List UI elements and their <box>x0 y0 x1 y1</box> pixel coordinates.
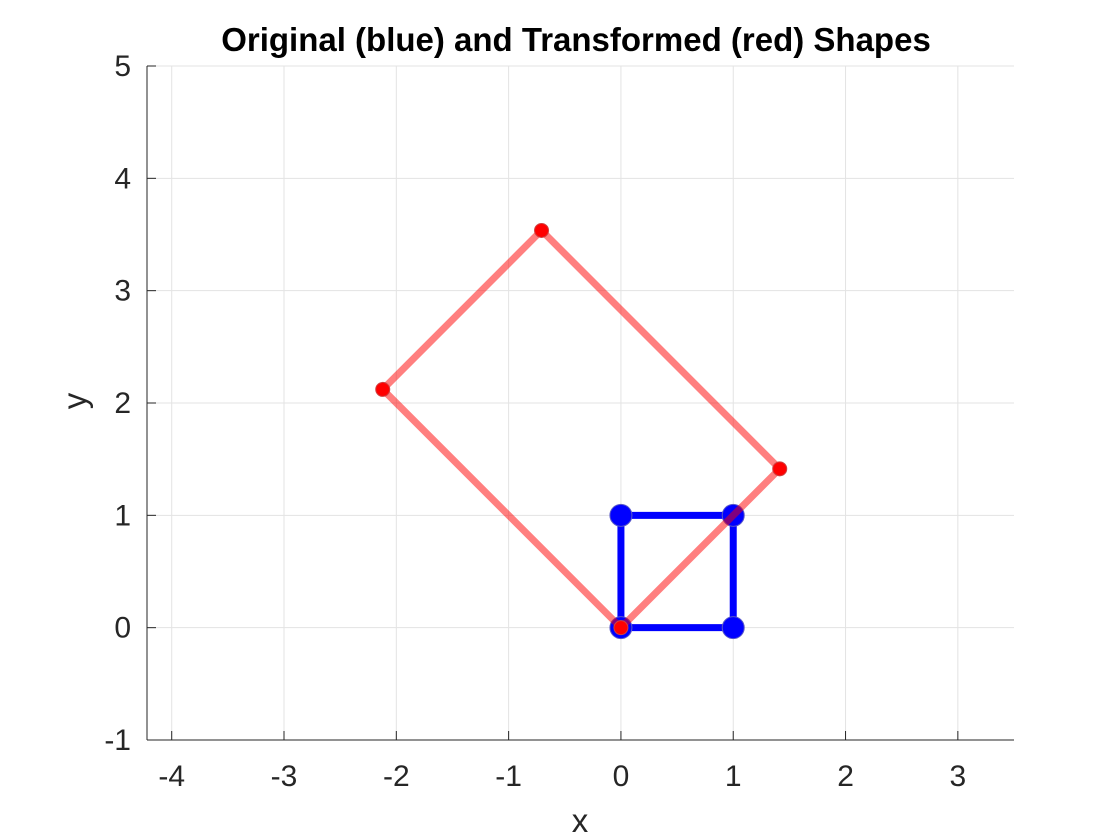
y-tick-label: 3 <box>114 275 131 308</box>
y-tick-label: 4 <box>114 162 131 195</box>
x-tick-label: -1 <box>495 760 522 793</box>
tick-label-layer: -4 -3 -2 -1 0 1 2 3 -1 0 1 2 3 4 5 <box>104 50 966 793</box>
x-tick-label: 0 <box>613 760 630 793</box>
y-tick-label: 0 <box>114 612 131 645</box>
axes-layer <box>146 65 1014 741</box>
transformed-shape-point <box>613 620 629 636</box>
chart-title: Original (blue) and Transformed (red) Sh… <box>221 21 931 58</box>
original-shape-point <box>721 616 745 640</box>
x-tick-label: 2 <box>837 760 854 793</box>
y-tick-label: -1 <box>104 724 131 757</box>
x-tick-label: -4 <box>158 760 185 793</box>
x-tick-label: 3 <box>950 760 967 793</box>
transformed-shape-point <box>534 222 550 238</box>
x-tick-label: -2 <box>383 760 410 793</box>
x-tick-label: -3 <box>271 760 298 793</box>
y-tick-label: 2 <box>114 387 131 420</box>
transformed-shape-point <box>375 381 391 397</box>
original-shape-point <box>609 503 633 527</box>
transformed-shape-point <box>772 461 788 477</box>
y-tick-label: 1 <box>114 499 131 532</box>
x-axis-label: x <box>572 802 589 839</box>
x-tick-label: 1 <box>725 760 742 793</box>
y-tick-label: 5 <box>114 50 131 83</box>
series-layer <box>375 222 788 640</box>
y-axis-label: y <box>56 392 93 409</box>
